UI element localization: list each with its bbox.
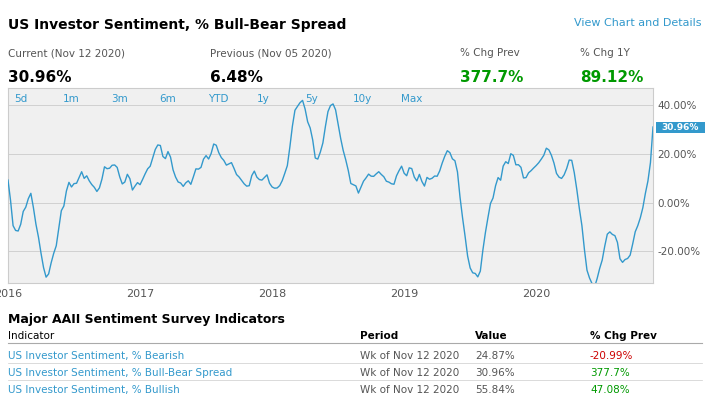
Text: 24.87%: 24.87% (475, 351, 515, 361)
Text: 10y: 10y (353, 94, 372, 104)
Text: Current (Nov 12 2020): Current (Nov 12 2020) (8, 48, 125, 58)
Text: 47.08%: 47.08% (590, 385, 630, 395)
Text: Wk of Nov 12 2020: Wk of Nov 12 2020 (360, 368, 459, 378)
Text: Max: Max (401, 94, 423, 104)
Text: US Investor Sentiment, % Bull-Bear Spread: US Investor Sentiment, % Bull-Bear Sprea… (8, 368, 232, 378)
Text: Wk of Nov 12 2020: Wk of Nov 12 2020 (360, 351, 459, 361)
Text: Wk of Nov 12 2020: Wk of Nov 12 2020 (360, 385, 459, 395)
Text: 6m: 6m (160, 94, 176, 104)
Text: 55.84%: 55.84% (475, 385, 515, 395)
Text: 30.96%: 30.96% (8, 70, 72, 85)
Text: US Investor Sentiment, % Bullish: US Investor Sentiment, % Bullish (8, 385, 180, 395)
Text: YTD: YTD (208, 94, 229, 104)
Text: Period: Period (360, 331, 398, 341)
Text: 1m: 1m (62, 94, 80, 104)
Text: % Chg Prev: % Chg Prev (460, 48, 520, 58)
Text: Major AAII Sentiment Survey Indicators: Major AAII Sentiment Survey Indicators (8, 313, 285, 326)
Text: 30.96%: 30.96% (475, 368, 515, 378)
Text: 377.7%: 377.7% (590, 368, 630, 378)
Text: 1y: 1y (256, 94, 269, 104)
Text: US Investor Sentiment, % Bull-Bear Spread: US Investor Sentiment, % Bull-Bear Sprea… (8, 18, 346, 32)
Text: 5d: 5d (14, 94, 28, 104)
Text: Value: Value (475, 331, 508, 341)
Text: View Chart and Details: View Chart and Details (574, 18, 702, 28)
Text: -20.99%: -20.99% (590, 351, 633, 361)
Text: 6.48%: 6.48% (210, 70, 263, 85)
Text: % Chg Prev: % Chg Prev (590, 331, 657, 341)
Text: % Chg 1Y: % Chg 1Y (580, 48, 630, 58)
Text: Indicator: Indicator (8, 331, 54, 341)
Text: 377.7%: 377.7% (460, 70, 523, 85)
Text: US Investor Sentiment, % Bearish: US Investor Sentiment, % Bearish (8, 351, 185, 361)
Text: 5y: 5y (305, 94, 317, 104)
FancyBboxPatch shape (656, 122, 704, 133)
Text: 30.96%: 30.96% (662, 123, 699, 132)
Text: 89.12%: 89.12% (580, 70, 643, 85)
Text: 3m: 3m (111, 94, 128, 104)
Text: Previous (Nov 05 2020): Previous (Nov 05 2020) (210, 48, 332, 58)
